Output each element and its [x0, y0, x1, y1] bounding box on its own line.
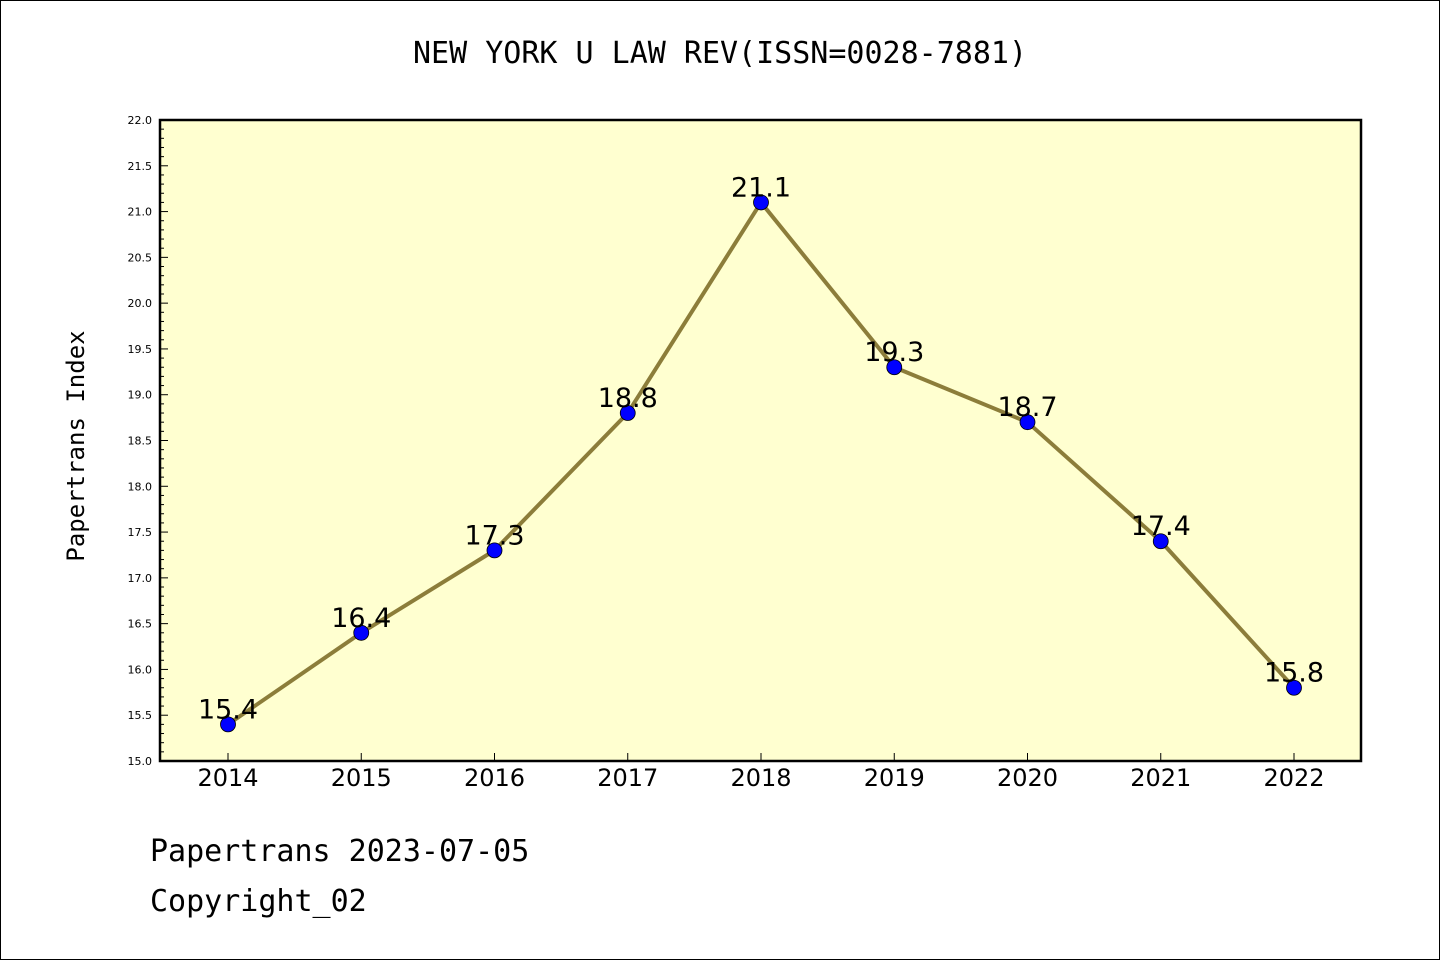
- y-tick-label: 15.0: [128, 755, 153, 768]
- y-tick-label: 19.0: [128, 389, 153, 402]
- data-point: [1286, 679, 1302, 696]
- data-point: [1152, 533, 1169, 550]
- x-tick-label: 2018: [730, 764, 791, 792]
- y-tick-label: 17.5: [128, 526, 153, 539]
- data-label: 17.4: [1131, 511, 1191, 542]
- y-tick-label: 20.0: [128, 297, 153, 310]
- data-label: 15.4: [198, 694, 258, 725]
- data-label: 17.3: [464, 520, 524, 551]
- data-label: 21.1: [731, 172, 791, 203]
- plot-border: [158, 118, 1363, 763]
- y-tick-label: 15.5: [128, 709, 153, 722]
- x-tick-label: 2016: [464, 764, 525, 792]
- data-label: 15.8: [1264, 658, 1324, 689]
- y-tick-label: 16.0: [128, 663, 153, 676]
- x-tick-label: 2015: [331, 764, 392, 792]
- data-point: [1019, 414, 1036, 431]
- y-tick-label: 21.5: [128, 160, 153, 173]
- data-point: [619, 405, 636, 421]
- y-tick-label: 18.5: [128, 435, 153, 448]
- data-point: [486, 542, 503, 559]
- y-tick-label: 22.0: [128, 114, 153, 127]
- y-tick-label: 20.5: [128, 251, 153, 264]
- data-point: [753, 194, 769, 211]
- y-tick-label: 18.0: [128, 480, 153, 493]
- data-label: 16.4: [331, 603, 391, 634]
- x-tick-label: 2014: [197, 764, 258, 792]
- x-tick-label: 2021: [1130, 764, 1191, 792]
- footer-date: Papertrans 2023-07-05: [150, 834, 530, 869]
- data-point: [886, 359, 903, 376]
- x-tick-label: 2020: [997, 764, 1058, 792]
- data-point: [220, 716, 236, 733]
- data-label: 18.7: [997, 392, 1057, 423]
- y-tick-label: 19.5: [128, 343, 153, 356]
- footer-copyright: Copyright_02: [150, 884, 367, 919]
- x-tick-label: 2017: [597, 764, 658, 792]
- data-label: 19.3: [864, 337, 924, 368]
- y-tick-label: 16.5: [128, 618, 153, 631]
- chart-title: NEW YORK U LAW REV(ISSN=0028-7881): [412, 36, 1028, 71]
- x-tick-label: 2019: [864, 764, 925, 792]
- y-tick-label: 17.0: [128, 572, 153, 585]
- y-tick-label: 21.0: [128, 206, 153, 219]
- data-point: [353, 624, 370, 641]
- data-label: 18.8: [598, 383, 658, 414]
- plot-area: [160, 120, 1361, 761]
- x-tick-label: 2022: [1263, 764, 1324, 792]
